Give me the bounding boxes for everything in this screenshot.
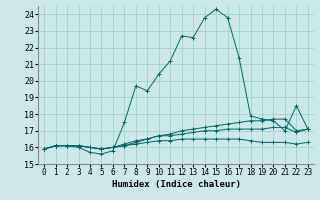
X-axis label: Humidex (Indice chaleur): Humidex (Indice chaleur) — [111, 180, 241, 189]
